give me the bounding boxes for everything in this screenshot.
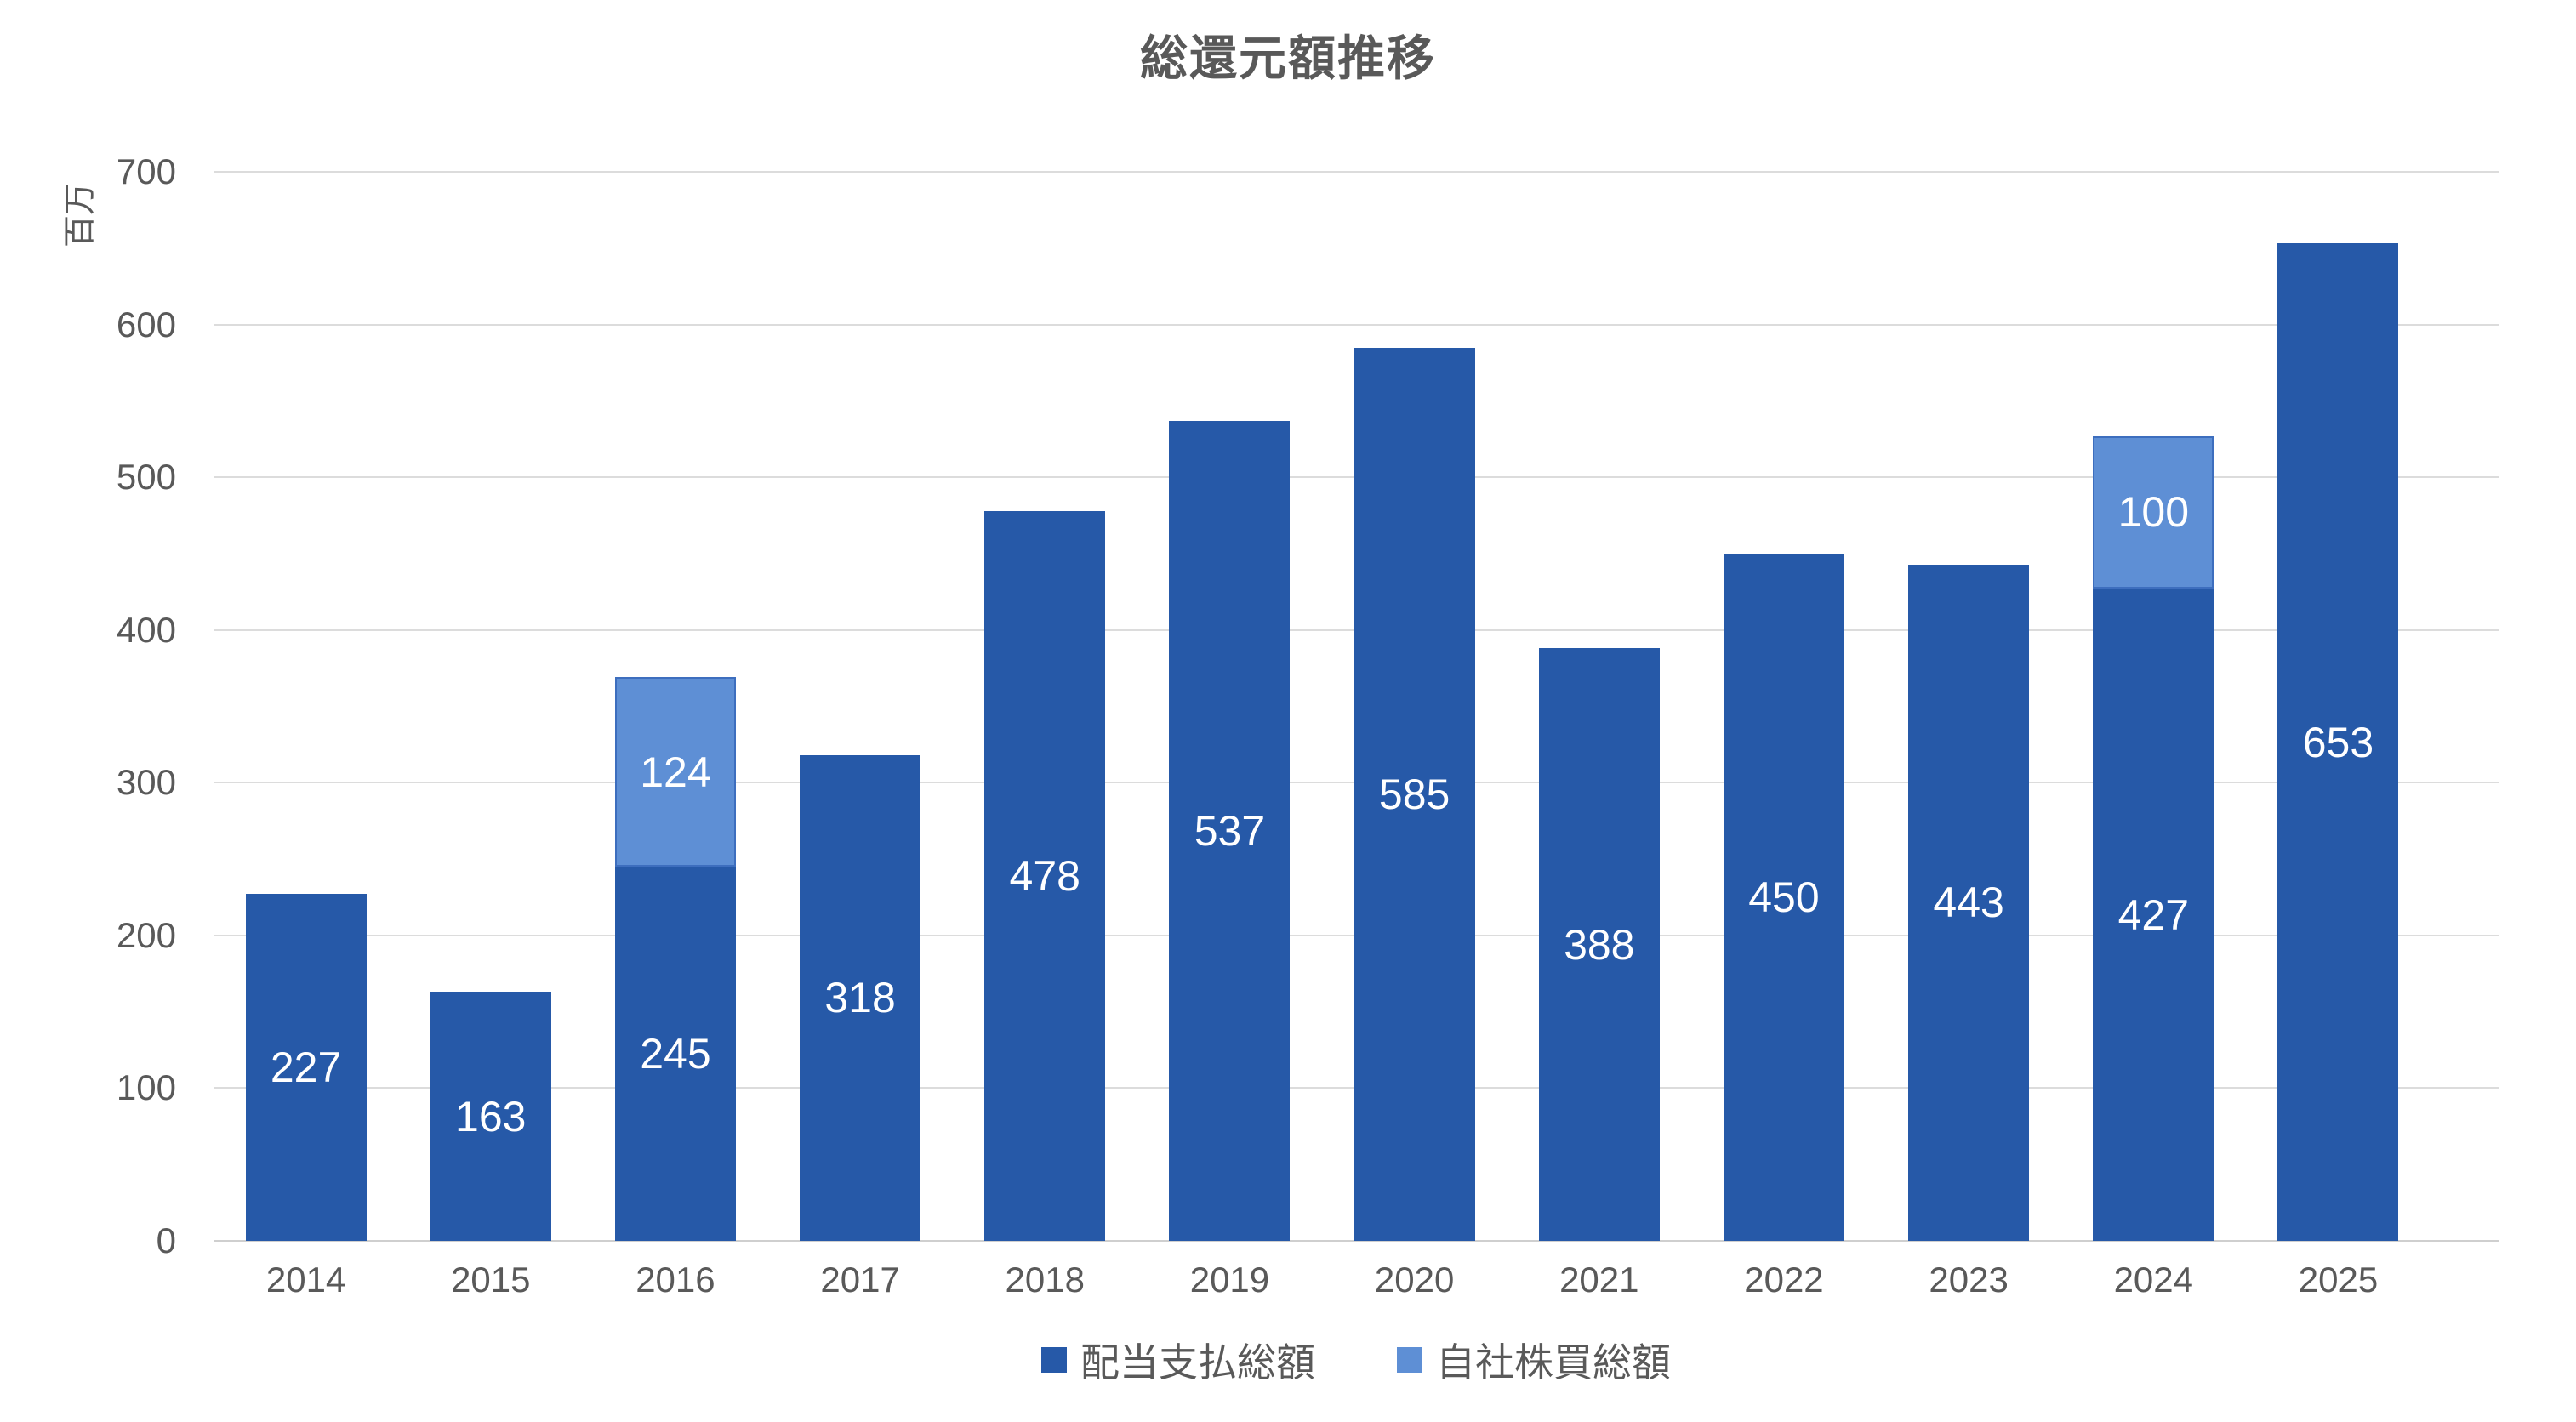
category-slot: 450 2022	[1691, 172, 1876, 1300]
y-axis-tick-label: 400	[116, 609, 176, 650]
category-slot: 227 2014	[214, 172, 398, 1300]
y-axis-tick-label: 300	[116, 762, 176, 803]
bars-layer: 227 2014 163 2015 245 124 2016 318 2017 478 2018 53…	[214, 172, 2431, 1300]
legend-item-dividend: 配当支払総額	[1041, 1332, 1315, 1388]
bar-value-label: 537	[1194, 806, 1266, 855]
x-axis-tick-label: 2015	[451, 1260, 531, 1300]
category-slot: 585 2020	[1322, 172, 1507, 1300]
category-slot: 478 2018	[953, 172, 1137, 1300]
bar-segment-dividend: 227	[245, 894, 367, 1241]
legend: 配当支払総額 自社株買総額	[214, 1332, 2499, 1388]
bar-value-label: 245	[640, 1030, 711, 1078]
chart-title: 総還元額推移	[1140, 31, 1436, 85]
y-axis-tick-label: 600	[116, 304, 176, 344]
legend-label-dividend: 配当支払総額	[1080, 1340, 1315, 1385]
bar-value-label: 124	[640, 748, 711, 796]
bar-segment-dividend: 388	[1538, 648, 1660, 1241]
bar-segment-dividend: 245	[614, 867, 736, 1241]
category-slot: 245 124 2016	[583, 172, 767, 1300]
category-slot: 388 2021	[1507, 172, 1691, 1300]
category-slot: 653 2025	[2246, 172, 2431, 1300]
category-slot: 443 2023	[1877, 172, 2061, 1300]
x-axis-tick-label: 2023	[1929, 1260, 2009, 1300]
bar-value-label: 427	[2117, 890, 2190, 939]
bar-segment-dividend: 653	[2277, 243, 2399, 1241]
bar-value-label: 450	[1748, 873, 1820, 921]
bar-value-label: 388	[1564, 920, 1635, 969]
x-axis-tick-label: 2019	[1189, 1260, 1270, 1300]
x-axis-tick-label: 2014	[265, 1260, 346, 1300]
bar-segment-dividend: 537	[1169, 420, 1291, 1241]
gridline	[214, 1240, 2499, 1242]
x-axis-tick-label: 2021	[1559, 1260, 1639, 1300]
bar-2018: 478	[984, 510, 1106, 1241]
x-axis-tick-label: 2018	[1005, 1260, 1085, 1300]
legend-item-buyback: 自社株買総額	[1397, 1332, 1671, 1388]
bar-2021: 388	[1538, 648, 1660, 1241]
x-axis-tick-label: 2017	[820, 1260, 900, 1300]
bar-value-label: 653	[2302, 718, 2374, 766]
bar-segment-dividend: 585	[1354, 347, 1475, 1241]
y-axis-tick-label: 700	[116, 151, 176, 191]
bar-segment-dividend: 450	[1723, 553, 1844, 1241]
x-axis-tick-label: 2016	[635, 1260, 715, 1300]
x-axis-tick-label: 2024	[2113, 1260, 2194, 1300]
y-axis-tick-label: 0	[156, 1220, 176, 1260]
bar-segment-buyback: 124	[614, 677, 736, 867]
bar-2015: 163	[430, 992, 551, 1241]
y-axis-tick-label: 500	[116, 457, 176, 498]
x-axis-tick-label: 2022	[1744, 1260, 1824, 1300]
legend-swatch-buyback	[1397, 1347, 1422, 1373]
bar-value-label: 100	[2117, 488, 2190, 537]
bar-value-label: 478	[1009, 851, 1080, 900]
category-slot: 163 2015	[398, 172, 583, 1300]
y-axis-unit-label: 百万	[62, 182, 99, 248]
bar-value-label: 585	[1378, 770, 1450, 818]
bar-segment-dividend: 163	[430, 992, 551, 1241]
category-slot: 318 2017	[768, 172, 953, 1300]
bar-segment-dividend: 443	[1908, 564, 2030, 1241]
bar-segment-buyback: 100	[2093, 435, 2214, 589]
y-axis-tick-label: 200	[116, 914, 176, 955]
legend-label-buyback: 自社株買総額	[1436, 1340, 1671, 1385]
bar-2016: 245 124	[614, 677, 736, 1241]
bar-segment-dividend: 478	[984, 510, 1106, 1241]
bar-segment-dividend: 427	[2093, 589, 2214, 1241]
bar-value-label: 443	[1933, 879, 2004, 927]
x-axis-tick-label: 2025	[2298, 1260, 2379, 1300]
bar-2025: 653	[2277, 243, 2399, 1241]
category-slot: 427 100 2024	[2061, 172, 2246, 1300]
bar-2022: 450	[1723, 553, 1844, 1241]
bar-value-label: 318	[824, 974, 896, 1022]
gridline	[214, 323, 2499, 326]
bar-value-label: 227	[270, 1044, 342, 1092]
bar-2014: 227	[245, 894, 367, 1241]
x-axis-tick-label: 2020	[1374, 1260, 1455, 1300]
bar-2019: 537	[1169, 420, 1291, 1241]
category-slot: 537 2019	[1137, 172, 1322, 1300]
bar-2017: 318	[800, 754, 921, 1241]
plot-area: 0 100 200 300 400 500 600 700 227 2014 163 2015 245…	[117, 151, 2499, 1300]
y-axis-tick-label: 100	[116, 1067, 176, 1108]
bar-2020: 585	[1354, 347, 1475, 1241]
bar-2023: 443	[1908, 564, 2030, 1241]
bar-value-label: 163	[455, 1092, 527, 1140]
bar-2024: 427 100	[2093, 435, 2214, 1241]
gridline	[214, 171, 2499, 173]
bar-segment-dividend: 318	[800, 754, 921, 1241]
legend-swatch-dividend	[1041, 1347, 1067, 1373]
